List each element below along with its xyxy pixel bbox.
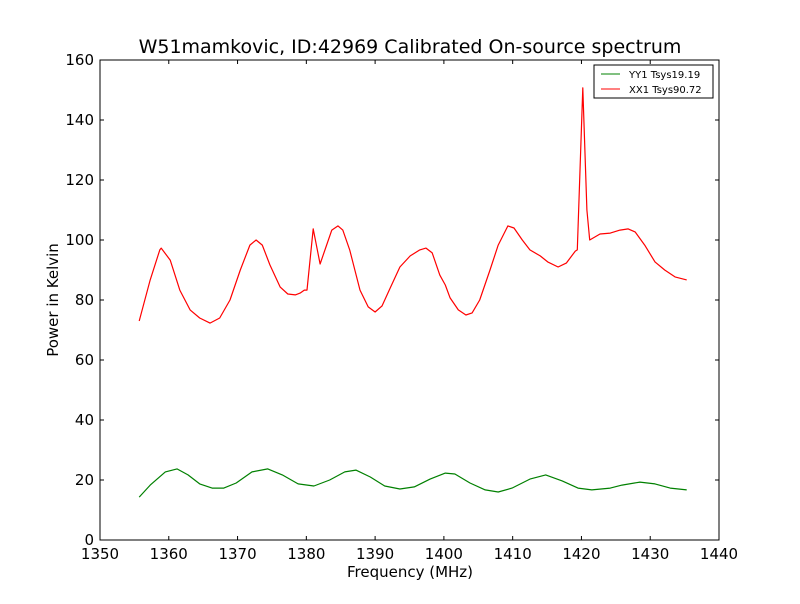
ticks-layer: 1350 1360 1370 1380 1390 1400 1410 1420 1430 1440…: [65, 51, 738, 563]
x-tick-label: 1350: [81, 545, 119, 563]
chart-title: W51mamkovic, ID:42969 Calibrated On-sour…: [139, 36, 682, 58]
series-line-xx1: [138, 87, 687, 324]
legend-label-yy1: YY1 Tsys19.19: [628, 70, 700, 81]
y-tick-label: 20: [75, 471, 94, 489]
x-tick-label: 1390: [356, 545, 394, 563]
x-tick-label: 1370: [218, 545, 256, 563]
legend: YY1 Tsys19.19 XX1 Tsys90.72: [593, 64, 714, 99]
y-tick-label: 120: [65, 171, 94, 189]
x-tick-label: 1360: [150, 545, 188, 563]
legend-box: [593, 64, 714, 99]
x-tick-label: 1410: [494, 545, 532, 563]
y-tick-label: 80: [75, 291, 94, 309]
x-axis-label: Frequency (MHz): [347, 563, 473, 581]
y-tick-label: 140: [65, 111, 94, 129]
plot-frame: [99, 59, 720, 541]
y-tick-label: 0: [84, 531, 94, 549]
y-tick-label: 160: [65, 51, 94, 69]
y-tick-label: 100: [65, 231, 94, 249]
x-tick-label: 1380: [287, 545, 325, 563]
x-tick-label: 1400: [425, 545, 463, 563]
series-layer: [138, 87, 687, 498]
series-line-yy1: [138, 468, 687, 498]
x-tick-label: 1440: [700, 545, 738, 563]
y-tick-label: 60: [75, 351, 94, 369]
x-tick-label: 1420: [562, 545, 600, 563]
legend-label-xx1: XX1 Tsys90.72: [629, 85, 702, 96]
x-tick-label: 1430: [631, 545, 669, 563]
y-tick-label: 40: [75, 411, 94, 429]
y-axis-label: Power in Kelvin: [44, 243, 62, 357]
